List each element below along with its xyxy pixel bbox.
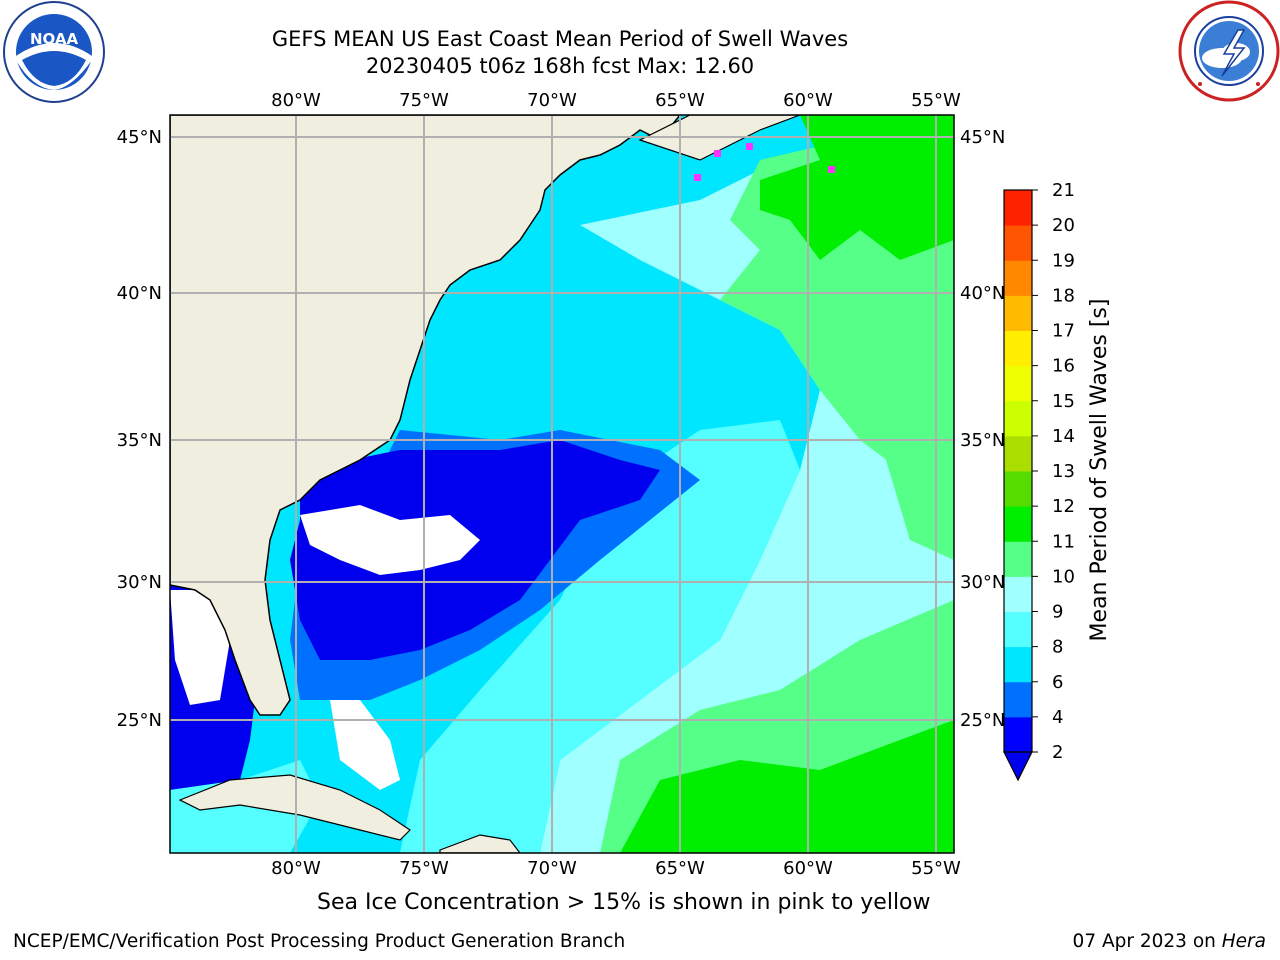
colorbar-label: Mean Period of Swell Waves [s] (1087, 299, 1112, 642)
longitude-label: 75°W (399, 90, 449, 111)
colorbar-tick-label: 11 (1052, 531, 1075, 552)
land-north-america (170, 115, 681, 716)
latitude-label: 45°N (117, 127, 162, 148)
colorbar-tick-label: 9 (1052, 602, 1063, 623)
longitude-label: 65°W (655, 90, 705, 111)
colorbar-tick-label: 6 (1052, 672, 1063, 693)
field-region-dark-blue (290, 440, 660, 660)
latitude-label: 35°N (960, 430, 1005, 451)
latitude-label: 40°N (960, 283, 1005, 304)
longitude-label: 60°W (783, 858, 833, 879)
field-region-undefined-2 (170, 590, 230, 705)
colorbar-tick-label: 17 (1052, 321, 1075, 342)
map-frame (169, 114, 955, 854)
colorbar-tick-label: 16 (1052, 356, 1075, 377)
colorbar-segment (1004, 576, 1032, 612)
nws-logo (1178, 0, 1280, 102)
longitude-label: 70°W (527, 90, 577, 111)
colorbar-tick-label: 12 (1052, 496, 1075, 517)
latitude-label: 30°N (960, 572, 1005, 593)
colorbar-segment (1004, 681, 1032, 718)
graticule (170, 115, 954, 853)
latitude-label: 25°N (117, 710, 162, 731)
longitude-labels-bottom: 80°W 75°W 70°W 65°W 60°W 55°W (271, 858, 961, 879)
colorbar-tick-label: 4 (1052, 707, 1063, 728)
colorbar-tick-label: 10 (1052, 566, 1075, 587)
colorbar-tick-label: 14 (1052, 426, 1075, 447)
colorbar-segment (1004, 541, 1032, 577)
latitude-label: 40°N (117, 283, 162, 304)
colorbar-tick-labels: 2 4 6 8 9 10 11 12 13 14 15 16 17 18 19 20 21 (1032, 180, 1075, 763)
colorbar-segment (1004, 471, 1032, 507)
sea-ice-note: Sea Ice Concentration > 15% is shown in … (317, 890, 931, 915)
latitude-labels-left: 45°N 40°N 35°N 30°N 25°N (117, 127, 162, 731)
svg-text:NOAA: NOAA (30, 30, 79, 48)
longitude-label: 70°W (527, 858, 577, 879)
longitude-label: 60°W (783, 90, 833, 111)
colorbar-tick-label: 15 (1052, 391, 1075, 412)
footer-date: 07 Apr 2023 on Hera (1073, 931, 1266, 952)
colorbar-segment (1004, 400, 1032, 437)
longitude-label: 80°W (271, 858, 321, 879)
colorbar-tick-label: 20 (1052, 215, 1075, 236)
colorbar-tick-label: 13 (1052, 461, 1075, 482)
longitude-label: 55°W (911, 90, 961, 111)
longitude-label: 55°W (911, 858, 961, 879)
colorbar-segment (1004, 260, 1032, 296)
swell-period-field (170, 115, 954, 853)
colorbar-segment (1004, 506, 1032, 542)
latitude-label: 25°N (960, 710, 1005, 731)
colorbar-segment (1004, 225, 1032, 261)
chart-subtitle: 20230405 t06z 168h fcst Max: 12.60 (365, 54, 755, 78)
footer-machine: Hera (1221, 931, 1266, 952)
sea-ice-marker (694, 174, 701, 181)
colorbar-tick-label: 21 (1052, 180, 1075, 201)
field-region-cyan-band (400, 420, 800, 853)
colorbar (1003, 189, 1033, 782)
footer-date-text: 07 Apr 2023 on (1072, 931, 1222, 952)
colorbar-segment (1004, 190, 1032, 226)
colorbar-segment (1004, 365, 1032, 402)
latitude-labels-right: 45°N 40°N 35°N 30°N 25°N (960, 127, 1005, 731)
colorbar-tick-label: 8 (1052, 637, 1063, 658)
colorbar-segment (1004, 716, 1032, 753)
noaa-logo: NOAA (3, 1, 105, 103)
latitude-label: 45°N (960, 127, 1005, 148)
colorbar-under-arrow (1003, 751, 1033, 782)
sea-ice-marker (828, 166, 835, 173)
colorbar-tick-label: 2 (1052, 742, 1063, 763)
longitude-label: 80°W (271, 90, 321, 111)
longitude-labels-top: 80°W 75°W 70°W 65°W 60°W 55°W (271, 90, 961, 111)
field-region-undefined-1 (300, 505, 480, 575)
colorbar-segment (1004, 295, 1032, 331)
colorbar-tick-label: 18 (1052, 285, 1075, 306)
sea-ice-marker (714, 150, 721, 157)
longitude-label: 65°W (655, 858, 705, 879)
field-region-bright-green-south (620, 720, 954, 853)
latitude-label: 30°N (117, 572, 162, 593)
latitude-label: 35°N (117, 430, 162, 451)
sea-ice-marker (746, 143, 753, 150)
colorbar-segment (1004, 646, 1032, 683)
colorbar-segment (1004, 611, 1032, 648)
colorbar-segment (1004, 330, 1032, 367)
chart-title: GEFS MEAN US East Coast Mean Period of S… (271, 27, 849, 51)
colorbar-segment (1004, 435, 1032, 472)
footer-credit: NCEP/EMC/Verification Post Processing Pr… (13, 931, 626, 952)
colorbar-tick-label: 19 (1052, 250, 1075, 271)
field-region-undefined-3 (330, 700, 400, 790)
longitude-label: 75°W (399, 858, 449, 879)
